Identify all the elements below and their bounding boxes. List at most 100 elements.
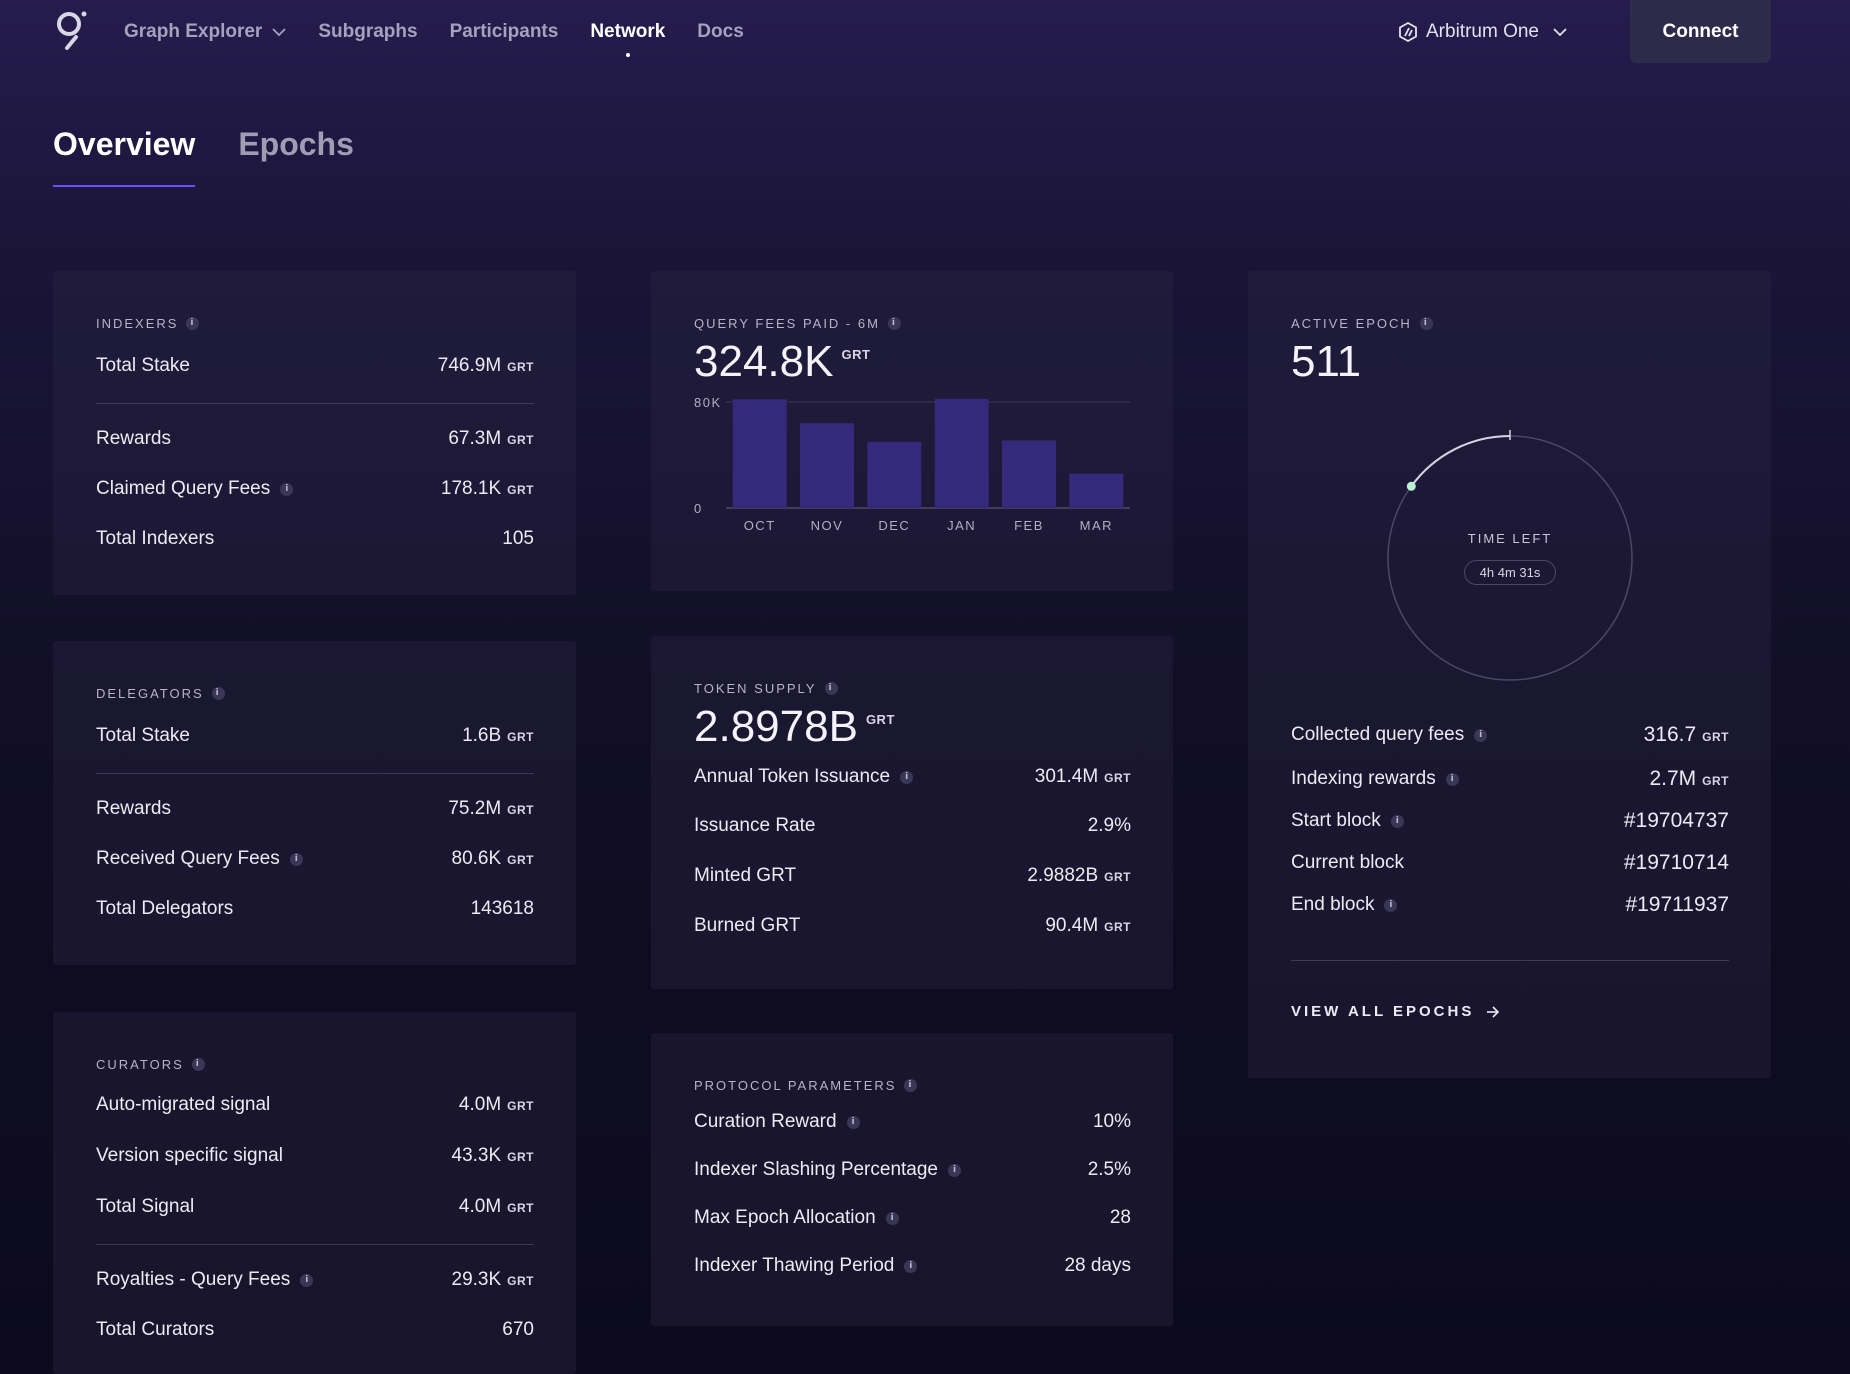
row-value: 2.5% (1087, 1159, 1131, 1180)
query-fees-total: 324.8K GRT (694, 337, 1131, 387)
nav-subgraphs[interactable]: Subgraphs (318, 21, 417, 43)
annual-token-issuance-row: Annual Token Issuance i 301.4M GRT (694, 766, 1131, 788)
epoch-progress-ring (1387, 430, 1633, 681)
curation-reward-row: Curation Reward i 10% (694, 1111, 1131, 1133)
row-value: 670 (502, 1319, 534, 1340)
curators-total-curators-row: Total Curators 670 (96, 1319, 534, 1341)
x-tick-label: OCT (744, 518, 776, 533)
row-label: Total Indexers (96, 528, 215, 549)
token-supply-card: TOKEN SUPPLY i 2.8978B GRT Annual Token … (651, 636, 1173, 989)
tab-epochs[interactable]: Epochs (238, 126, 354, 162)
indexer-thawing-row: Indexer Thawing Period i 28 days (694, 1255, 1131, 1277)
row-unit: GRT (1702, 730, 1729, 744)
view-all-epochs-link[interactable]: VIEW ALL EPOCHS (1291, 1003, 1729, 1020)
curators-auto-migrated-row: Auto-migrated signal 4.0M GRT (96, 1094, 534, 1116)
x-tick-label: NOV (811, 518, 844, 533)
row-value: 67.3M (448, 428, 502, 449)
burned-grt-row: Burned GRT 90.4M GRT (694, 915, 1131, 937)
row-label: Total Stake (96, 355, 190, 376)
curators-royalties-row: Royalties - Query Fees i 29.3K GRT (96, 1269, 534, 1291)
info-icon[interactable]: i (289, 852, 303, 866)
info-icon[interactable]: i (904, 1259, 918, 1273)
info-icon[interactable]: i (1445, 772, 1459, 786)
network-selector[interactable]: Arbitrum One (1398, 0, 1567, 64)
row-value: 301.4M (1034, 766, 1099, 787)
row-unit: GRT (507, 1274, 534, 1288)
row-unit: GRT (507, 730, 534, 744)
info-icon[interactable]: i (948, 1163, 961, 1177)
nav-docs[interactable]: Docs (697, 21, 743, 43)
chart-bar (1069, 473, 1124, 508)
connect-button[interactable]: Connect (1630, 0, 1771, 63)
info-icon[interactable]: i (887, 316, 901, 330)
row-value: 2.9% (1087, 815, 1131, 836)
info-icon[interactable]: i (186, 316, 200, 330)
nav-docs-label: Docs (697, 21, 744, 42)
info-icon[interactable]: i (885, 1211, 899, 1225)
curators-title: CURATORS i (96, 1056, 534, 1072)
time-left-label: TIME LEFT (1467, 531, 1553, 546)
nav-participants[interactable]: Participants (450, 21, 559, 43)
chart-bar (1002, 440, 1056, 508)
token-supply-unit: GRT (865, 712, 895, 727)
row-value: 178.1K (440, 478, 502, 499)
tab-overview[interactable]: Overview (53, 126, 196, 187)
indexing-rewards-row: Indexing rewards i 2.7M GRT (1291, 767, 1729, 791)
row-label: Total Curators (96, 1319, 215, 1340)
row-value: 143618 (470, 898, 534, 919)
info-icon[interactable]: i (1390, 814, 1404, 828)
row-value: 4.0M (458, 1196, 502, 1217)
delegators-card: DELEGATORS i Total Stake 1.6B GRT Rewards… (53, 641, 576, 965)
info-icon[interactable]: i (191, 1057, 205, 1071)
chart-bar (867, 441, 922, 508)
info-icon[interactable]: i (1474, 728, 1488, 742)
info-icon[interactable]: i (824, 681, 838, 695)
delegators-received-query-fees-row: Received Query Fees i 80.6K GRT (96, 848, 534, 870)
indexers-title: INDEXERS i (96, 315, 534, 331)
query-fees-title-text: QUERY FEES PAID - 6M (694, 315, 880, 331)
nav-network-label: Network (590, 21, 666, 42)
info-icon[interactable]: i (300, 1273, 314, 1287)
indexers-total-stake-row: Total Stake 746.9M GRT (96, 355, 534, 377)
arrow-right-icon (1487, 1005, 1500, 1018)
row-value: 4.0M (458, 1094, 502, 1115)
chart-bar (934, 398, 989, 508)
info-icon[interactable]: i (900, 770, 914, 784)
epoch-ring-track (1387, 435, 1633, 681)
row-unit: GRT (507, 853, 534, 867)
row-value: 29.3K (451, 1269, 502, 1290)
info-icon[interactable]: i (846, 1115, 860, 1129)
row-value: 10% (1092, 1111, 1131, 1132)
chart-bar (800, 423, 854, 508)
row-label: Rewards (96, 428, 171, 449)
info-icon[interactable]: i (280, 482, 294, 496)
row-label: Issuance Rate (694, 815, 816, 836)
query-fees-title: QUERY FEES PAID - 6M i (694, 315, 1131, 331)
row-unit: GRT (1104, 870, 1131, 884)
nav-graph-explorer[interactable]: Graph Explorer (124, 21, 286, 43)
curators-card: CURATORS i Auto-migrated signal 4.0M GRT … (53, 1012, 576, 1374)
x-tick-label: JAN (947, 518, 976, 533)
indexers-rewards-row: Rewards 67.3M GRT (96, 428, 534, 450)
x-tick-label: MAR (1080, 518, 1113, 533)
start-block-row: Start block i #19704737 (1291, 809, 1729, 833)
info-icon[interactable]: i (904, 1078, 918, 1092)
delegators-title-text: DELEGATORS (96, 685, 204, 701)
info-icon[interactable]: i (211, 686, 225, 700)
nav-links: Graph Explorer Subgraphs Participants Ne… (124, 0, 744, 64)
info-icon[interactable]: i (1384, 898, 1398, 912)
row-label: Auto-migrated signal (96, 1094, 271, 1115)
row-label: Total Signal (96, 1196, 195, 1217)
row-label: Minted GRT (694, 865, 797, 886)
nav-network[interactable]: Network (590, 21, 666, 57)
curators-total-signal-row: Total Signal 4.0M GRT (96, 1196, 534, 1218)
delegators-total-delegators-row: Total Delegators 143618 (96, 898, 534, 920)
info-icon[interactable]: i (1419, 316, 1433, 330)
row-value: 43.3K (451, 1145, 502, 1166)
row-label: Start block (1291, 810, 1381, 831)
indexers-claimed-query-fees-row: Claimed Query Fees i 178.1K GRT (96, 478, 534, 500)
end-block-row: End block i #19711937 (1291, 893, 1729, 917)
graph-logo-icon[interactable] (54, 10, 90, 52)
token-supply-total: 2.8978B GRT (694, 702, 1131, 752)
view-all-epochs-label: VIEW ALL EPOCHS (1291, 1003, 1475, 1020)
